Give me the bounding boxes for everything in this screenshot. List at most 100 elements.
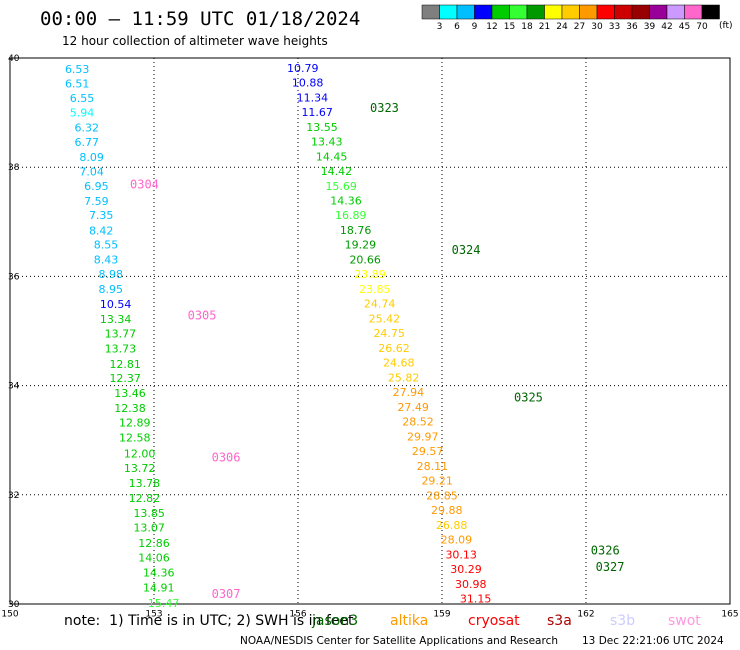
plot-frame [9, 57, 731, 605]
wave-height-point: 25.42 [369, 312, 401, 325]
legend-tick-label: 6 [454, 22, 460, 32]
wave-height-point: 26.88 [436, 519, 468, 532]
legend-tick-label: 18 [521, 22, 533, 32]
wave-height-point: 5.94 [70, 107, 95, 120]
wave-height-point: 12.58 [119, 431, 151, 444]
legend-swatch [456, 4, 475, 20]
wave-height-point: 15.47 [148, 597, 180, 610]
legend-tick-label: 3 [437, 22, 443, 32]
satellite-label-altika: altika [390, 613, 429, 629]
wave-height-point: 28.85 [426, 489, 458, 502]
wave-height-point: 12.81 [109, 358, 141, 371]
wave-height-point: 31.15 [460, 593, 492, 606]
x-tick-label: 162 [577, 610, 594, 620]
wave-height-point: 15.69 [325, 180, 357, 193]
legend-swatch [579, 4, 598, 20]
wave-height-point: 18.76 [340, 224, 372, 237]
wave-height-point: 13.73 [105, 342, 137, 355]
x-tick-label: 159 [433, 610, 450, 620]
wave-height-point: 29.57 [412, 445, 444, 458]
page-title: 00:00 – 11:59 UTC 01/18/2024 [40, 8, 361, 30]
wave-height-point: 10.54 [100, 298, 132, 311]
legend-tick-label: 12 [486, 22, 497, 32]
wave-height-point: 13.43 [311, 136, 343, 149]
wave-height-point: 8.55 [94, 239, 119, 252]
pass-time-label: 0323 [370, 101, 399, 115]
wave-height-point: 12.00 [124, 447, 156, 460]
footer-credit: NOAA/NESDIS Center for Satellite Applica… [240, 635, 558, 647]
legend-swatch [596, 4, 615, 20]
wave-height-point: 14.45 [316, 150, 348, 163]
wave-height-point: 25.82 [388, 371, 420, 384]
legend-swatch [649, 4, 668, 20]
wave-height-point: 11.67 [301, 106, 333, 119]
pass-time-label: 0324 [452, 243, 481, 257]
wave-height-point: 23.85 [359, 283, 391, 296]
pass-time-label: 0307 [212, 587, 241, 601]
y-tick-label: 32 [8, 491, 19, 501]
pass-time-label: 0325 [514, 391, 543, 405]
satellite-label-jason3: jason3 [312, 613, 359, 629]
y-tick-label: 34 [8, 382, 20, 392]
footer-timestamp: 13 Dec 22:21:06 UTC 2024 [582, 635, 724, 647]
footer-note: note: 1) Time is in UTC; 2) SWH is in fe… [64, 613, 354, 629]
legend-units: (ft) [719, 21, 733, 31]
wave-height-point: 14.36 [143, 566, 175, 579]
wave-height-point: 24.75 [373, 327, 405, 340]
wave-height-point: 13.85 [133, 507, 165, 520]
wave-height-point: 12.82 [129, 492, 161, 505]
wave-height-point: 28.52 [402, 416, 434, 429]
legend-swatch [614, 4, 633, 20]
y-tick-label: 40 [8, 54, 20, 64]
wave-height-point: 30.98 [455, 578, 487, 591]
wave-height-point: 16.89 [335, 209, 367, 222]
wave-height-point: 28.09 [441, 534, 473, 547]
x-tick-label: 150 [1, 610, 18, 620]
wave-height-point: 13.46 [114, 387, 146, 400]
wave-height-point: 27.94 [393, 386, 425, 399]
wave-height-point: 8.09 [79, 151, 104, 164]
satellite-label-swot: swot [668, 613, 701, 629]
wave-height-point: 6.95 [84, 180, 109, 193]
wave-height-point: 20.66 [349, 253, 381, 266]
pass-time-label: 0306 [212, 451, 241, 465]
y-tick-label: 30 [8, 600, 20, 610]
wave-height-point: 12.37 [109, 372, 141, 385]
legend-swatch [439, 4, 458, 20]
wave-height-point: 7.59 [84, 195, 109, 208]
wave-height-point: 10.88 [292, 77, 324, 90]
wave-height-point: 13.55 [306, 121, 338, 134]
wave-height-point: 13.07 [133, 522, 165, 535]
legend-tick-label: 24 [556, 22, 568, 32]
legend-tick-label: 39 [644, 22, 656, 32]
pass-time-label: 0327 [596, 560, 625, 574]
wave-height-point: 29.97 [407, 430, 439, 443]
wave-height-point: 6.32 [75, 121, 100, 134]
legend-tick-label: 15 [504, 22, 515, 32]
wave-height-point: 14.06 [138, 552, 170, 565]
satellite-label-s3b: s3b [610, 613, 636, 629]
legend-tick-label: 9 [472, 22, 478, 32]
wave-height-point: 13.77 [105, 328, 137, 341]
x-tick-label: 153 [145, 610, 162, 620]
wave-height-point: 8.42 [89, 225, 114, 238]
wave-height-point: 24.74 [364, 298, 396, 311]
legend-tick-label: 21 [539, 22, 550, 32]
satellite-label-cryosat: cryosat [468, 613, 520, 629]
wave-height-point: 29.88 [431, 504, 463, 517]
legend-swatch [491, 4, 510, 20]
wave-height-point: 6.53 [65, 63, 90, 76]
x-tick-label: 165 [721, 610, 738, 620]
wave-height-point: 13.78 [129, 477, 161, 490]
wave-height-point: 6.51 [65, 78, 90, 91]
page-subtitle: 12 hour collection of altimeter wave hei… [62, 34, 328, 48]
wave-height-point: 10.79 [287, 62, 319, 75]
legend-swatch [474, 4, 493, 20]
legend-tick-label: 27 [574, 22, 585, 32]
wave-height-point: 6.55 [70, 92, 95, 105]
legend-swatch [666, 4, 685, 20]
legend-tick-label: 45 [679, 22, 690, 32]
legend-tick-label: 30 [591, 22, 603, 32]
wave-height-point: 14.42 [321, 165, 353, 178]
